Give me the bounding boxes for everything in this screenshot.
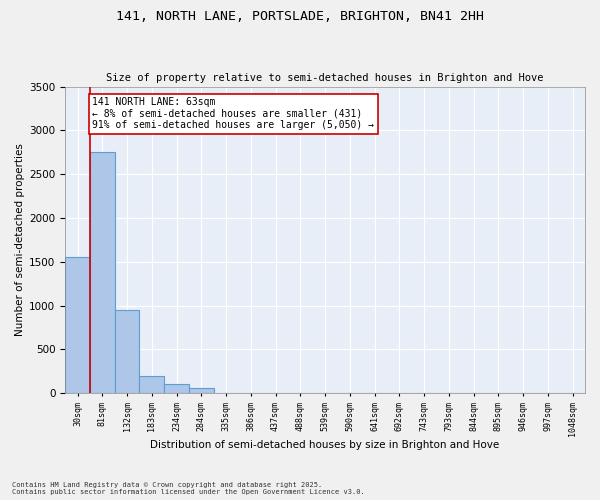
Bar <box>90 152 115 393</box>
Title: Size of property relative to semi-detached houses in Brighton and Hove: Size of property relative to semi-detach… <box>106 73 544 83</box>
X-axis label: Distribution of semi-detached houses by size in Brighton and Hove: Distribution of semi-detached houses by … <box>151 440 500 450</box>
Text: 141, NORTH LANE, PORTSLADE, BRIGHTON, BN41 2HH: 141, NORTH LANE, PORTSLADE, BRIGHTON, BN… <box>116 10 484 23</box>
Y-axis label: Number of semi-detached properties: Number of semi-detached properties <box>15 144 25 336</box>
Text: Contains HM Land Registry data © Crown copyright and database right 2025.
Contai: Contains HM Land Registry data © Crown c… <box>12 482 365 495</box>
Bar <box>139 376 164 393</box>
Bar <box>189 388 214 393</box>
Bar <box>115 310 139 393</box>
Text: 141 NORTH LANE: 63sqm
← 8% of semi-detached houses are smaller (431)
91% of semi: 141 NORTH LANE: 63sqm ← 8% of semi-detac… <box>92 97 374 130</box>
Bar <box>164 384 189 393</box>
Bar <box>65 256 90 393</box>
